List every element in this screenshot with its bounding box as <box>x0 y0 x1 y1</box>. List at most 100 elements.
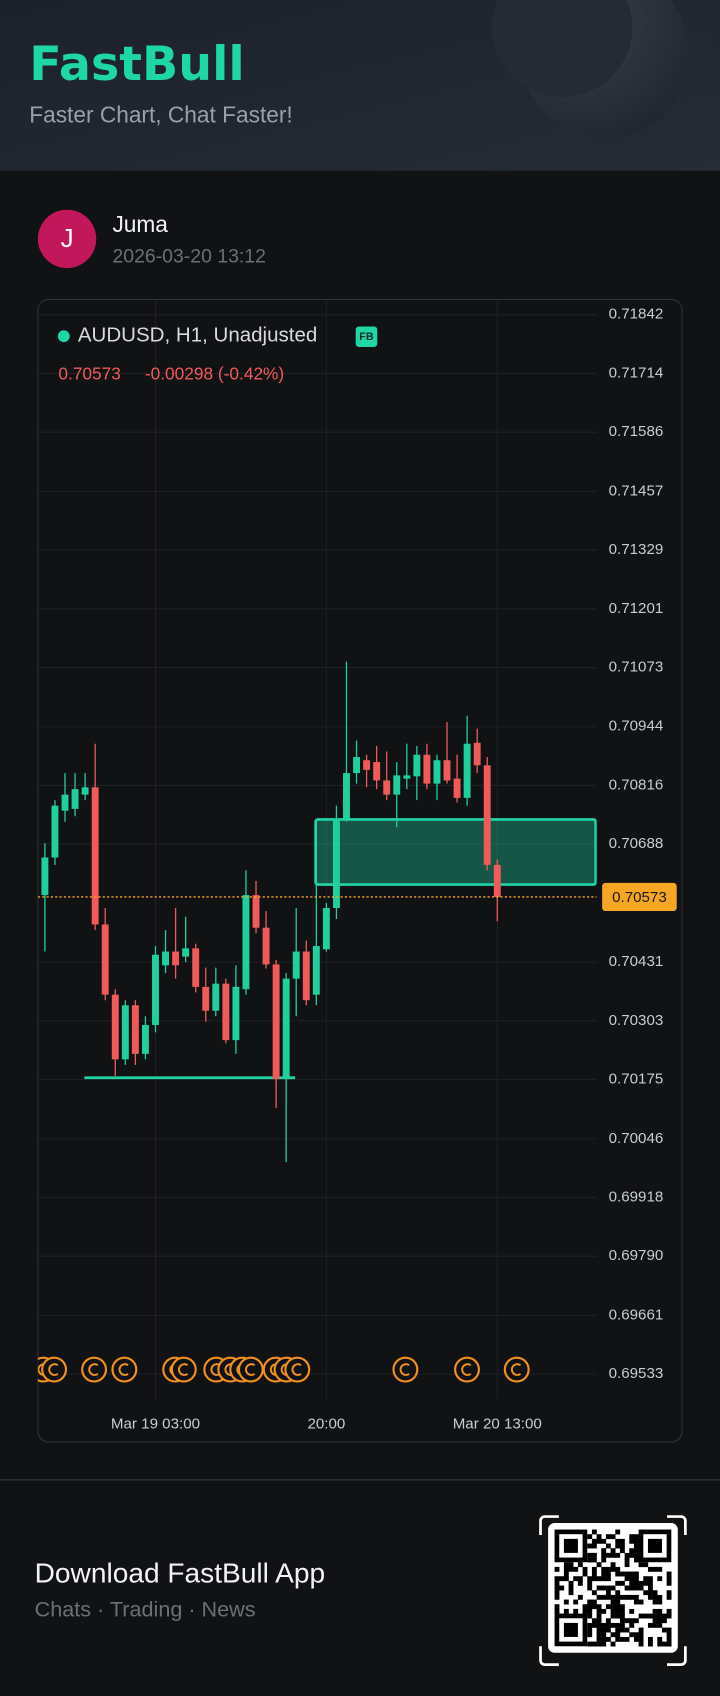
qr-module <box>638 1580 644 1586</box>
candle-body <box>312 946 320 995</box>
qr-module <box>633 1636 639 1642</box>
qr-module <box>605 1552 611 1558</box>
event-icon-ring <box>284 1356 311 1383</box>
y-tick-label: 0.71842 <box>609 306 664 323</box>
qr-module <box>629 1538 635 1544</box>
event-icon-ring <box>111 1356 138 1383</box>
qr-module <box>661 1641 667 1647</box>
qr-module <box>596 1576 602 1582</box>
qr-module <box>601 1552 607 1558</box>
qr-module <box>568 1562 574 1568</box>
qr-module <box>559 1576 565 1582</box>
qr-module <box>643 1590 649 1596</box>
qr-module <box>657 1599 663 1605</box>
event-icon-glyph <box>48 1363 59 1376</box>
qr-module <box>605 1571 611 1577</box>
qr-module <box>615 1529 621 1535</box>
qr-module <box>587 1557 593 1563</box>
qr-module <box>615 1604 621 1610</box>
qr-module <box>633 1580 639 1586</box>
qr-module <box>610 1604 616 1610</box>
qr-module <box>596 1622 602 1628</box>
qr-module <box>638 1613 644 1619</box>
event-icon <box>454 1356 480 1383</box>
qr-module <box>610 1613 616 1619</box>
event-icon-ring <box>503 1356 530 1383</box>
candle-body <box>453 778 461 798</box>
qr-module <box>615 1608 621 1614</box>
qr-module <box>624 1627 630 1633</box>
qr-module <box>619 1627 625 1633</box>
candle-body <box>101 924 109 995</box>
qr-module <box>657 1608 663 1614</box>
candle-body <box>393 775 401 795</box>
qr-module <box>591 1557 597 1563</box>
candle-body <box>413 754 421 777</box>
qr-module <box>647 1594 653 1600</box>
event-icon <box>237 1356 264 1383</box>
qr-module <box>643 1580 649 1586</box>
badge <box>355 326 378 347</box>
qr-module <box>615 1590 621 1596</box>
candle-body <box>111 994 119 1060</box>
event-icon-glyph <box>88 1363 99 1376</box>
qr-module <box>624 1576 630 1582</box>
qr-module <box>638 1632 644 1638</box>
event-icon-glyph <box>118 1363 129 1376</box>
qr-module <box>615 1613 621 1619</box>
candle-body <box>182 948 190 957</box>
qr-module <box>596 1627 602 1633</box>
qr-module <box>629 1576 635 1582</box>
qr-module <box>591 1571 597 1577</box>
qr-module <box>587 1585 593 1591</box>
qr-module <box>587 1552 593 1558</box>
event-icon-ring <box>41 1356 68 1383</box>
qr-module <box>596 1562 602 1568</box>
qr-module <box>624 1618 630 1624</box>
qr-module <box>633 1552 639 1558</box>
header-decor <box>491 0 633 98</box>
qr-module <box>610 1548 616 1554</box>
qr-module <box>601 1571 607 1577</box>
qr-module <box>587 1632 593 1638</box>
event-icon-glyph <box>245 1363 256 1376</box>
qr-module <box>657 1636 663 1642</box>
qr-module <box>587 1613 593 1619</box>
qr-module <box>647 1622 653 1628</box>
qr-module <box>596 1632 602 1638</box>
qr-module <box>601 1557 607 1563</box>
qr-module <box>666 1594 672 1600</box>
event-icon <box>81 1356 108 1383</box>
qr-module <box>563 1571 569 1577</box>
qr-module <box>624 1585 630 1591</box>
qr-module <box>619 1622 625 1628</box>
zone <box>314 818 597 886</box>
qr-module <box>643 1576 649 1582</box>
qr-module <box>615 1543 621 1549</box>
qr-module <box>633 1571 639 1577</box>
qr-module <box>577 1562 583 1568</box>
qr-module <box>652 1566 658 1572</box>
qr-module <box>596 1594 602 1600</box>
qr-module <box>596 1585 602 1591</box>
qr-module <box>587 1543 593 1549</box>
qr-module <box>633 1543 639 1549</box>
tagline: Faster Chart, Chat Faster! <box>29 102 293 128</box>
qr-module <box>633 1538 639 1544</box>
qr-module <box>647 1613 653 1619</box>
qr-module <box>661 1618 667 1624</box>
x-tick-label: 20:00 <box>307 1416 345 1433</box>
candle-body <box>383 780 391 795</box>
candle-body <box>282 978 290 1080</box>
qr-module <box>638 1641 644 1647</box>
avatar <box>37 209 97 269</box>
qr-module <box>554 1608 560 1614</box>
plot-area <box>37 300 597 1400</box>
qr-module <box>591 1552 597 1558</box>
qr-module <box>563 1576 569 1582</box>
candle-body <box>51 805 59 858</box>
qr-module <box>577 1580 583 1586</box>
qr-module <box>605 1604 611 1610</box>
event-icon-ring <box>454 1356 480 1383</box>
